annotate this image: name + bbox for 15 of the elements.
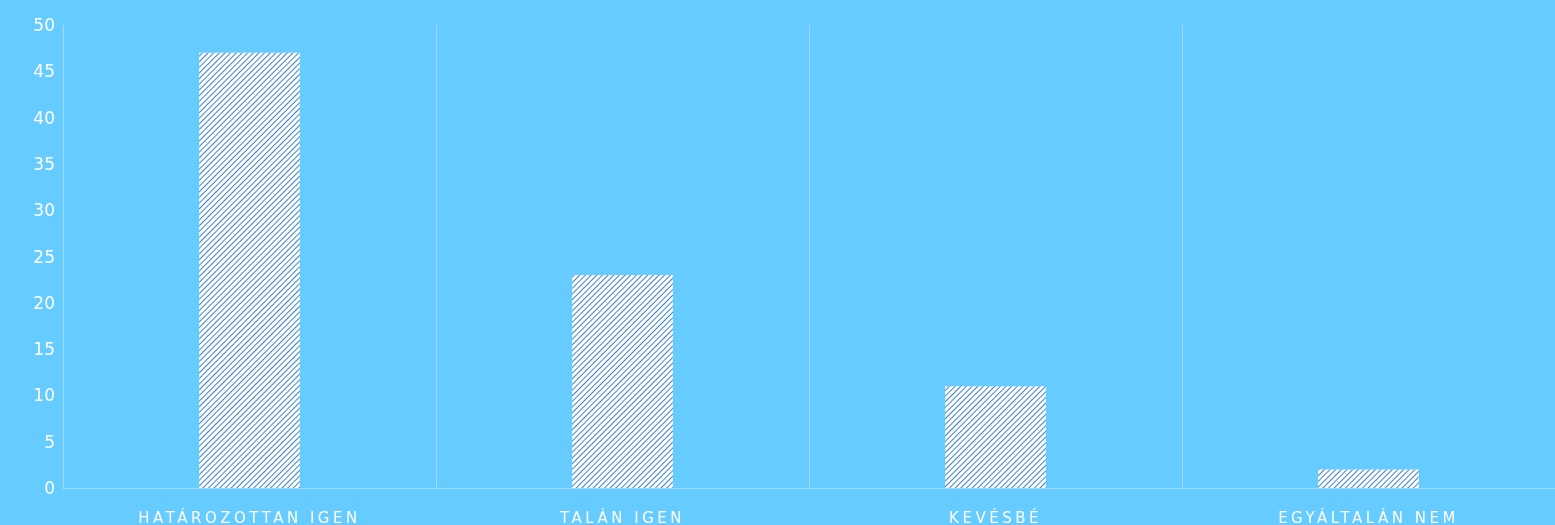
y-tick-label: 20	[33, 292, 55, 313]
x-tick-label: KEVÉSBÉ	[949, 507, 1042, 525]
y-tick-label: 5	[44, 431, 55, 452]
y-tick-label: 25	[33, 246, 55, 267]
y-tick-label: 40	[33, 107, 55, 128]
x-tick-label: HATÁROZOTTAN IGEN	[138, 507, 361, 525]
y-tick-label: 30	[33, 200, 55, 221]
y-tick-label: 0	[44, 478, 55, 498]
y-tick-label: 10	[33, 385, 55, 406]
y-tick-label: 45	[33, 61, 55, 82]
x-tick-label: TALÁN IGEN	[559, 507, 685, 525]
y-tick-label: 50	[33, 15, 55, 35]
y-tick-label: 35	[33, 153, 55, 174]
x-tick-label: EGYÁLTALÁN NEM	[1278, 507, 1459, 525]
y-tick-label: 15	[33, 339, 55, 360]
